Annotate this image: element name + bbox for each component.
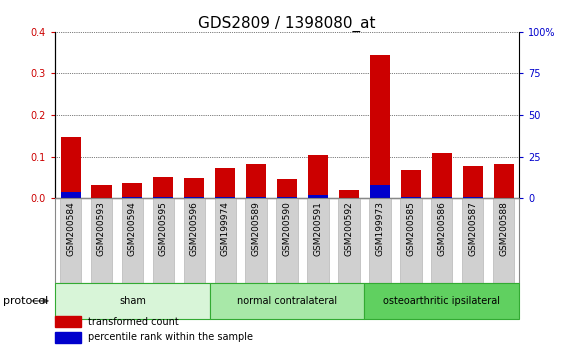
Bar — [153, 198, 174, 283]
Text: GSM200584: GSM200584 — [66, 201, 75, 256]
Text: GSM200589: GSM200589 — [252, 201, 260, 256]
Bar — [153, 177, 173, 198]
Bar — [432, 196, 452, 198]
Text: GSM200595: GSM200595 — [159, 201, 168, 256]
Bar — [122, 196, 143, 198]
Bar — [493, 198, 514, 283]
Bar — [215, 196, 235, 198]
Bar — [369, 198, 390, 283]
Bar — [92, 184, 111, 198]
Bar — [55, 332, 81, 343]
Text: GSM200585: GSM200585 — [407, 201, 415, 256]
Text: GSM199974: GSM199974 — [221, 201, 230, 256]
Bar — [307, 198, 329, 283]
Bar — [308, 195, 328, 198]
Bar — [55, 283, 210, 319]
Bar — [277, 196, 297, 198]
Text: GSM200588: GSM200588 — [499, 201, 508, 256]
Bar — [462, 198, 483, 283]
Bar — [215, 198, 236, 283]
Text: GSM200591: GSM200591 — [314, 201, 322, 256]
Bar — [463, 166, 483, 198]
Bar — [370, 185, 390, 198]
Bar — [245, 198, 267, 283]
Bar — [60, 198, 81, 283]
Text: GSM200590: GSM200590 — [282, 201, 292, 256]
Bar — [401, 196, 421, 198]
Bar — [184, 178, 204, 198]
Text: sham: sham — [119, 296, 146, 306]
Text: protocol: protocol — [3, 296, 48, 306]
Text: osteoarthritic ipsilateral: osteoarthritic ipsilateral — [383, 296, 501, 306]
Bar — [370, 55, 390, 198]
Bar — [463, 196, 483, 198]
Bar — [401, 170, 421, 198]
Bar — [122, 183, 143, 198]
Text: normal contralateral: normal contralateral — [237, 296, 337, 306]
Text: transformed count: transformed count — [88, 317, 178, 327]
Text: GSM200594: GSM200594 — [128, 201, 137, 256]
Bar — [184, 196, 204, 198]
Bar — [215, 168, 235, 198]
Bar — [339, 190, 359, 198]
Text: GSM200586: GSM200586 — [437, 201, 446, 256]
Bar — [277, 179, 297, 198]
Text: GSM200596: GSM200596 — [190, 201, 199, 256]
Bar — [55, 316, 81, 327]
Bar — [308, 155, 328, 198]
Text: GSM199973: GSM199973 — [375, 201, 385, 256]
Text: percentile rank within the sample: percentile rank within the sample — [88, 332, 252, 342]
Bar — [277, 198, 298, 283]
Bar — [338, 198, 360, 283]
Bar — [494, 164, 514, 198]
Bar — [60, 192, 81, 198]
Bar — [91, 198, 112, 283]
Bar — [364, 283, 519, 319]
Text: GSM200592: GSM200592 — [345, 201, 353, 256]
Bar — [210, 283, 364, 319]
Text: GSM200593: GSM200593 — [97, 201, 106, 256]
Bar — [184, 198, 205, 283]
Bar — [432, 153, 452, 198]
Title: GDS2809 / 1398080_at: GDS2809 / 1398080_at — [198, 16, 376, 32]
Bar — [431, 198, 452, 283]
Bar — [246, 164, 266, 198]
Bar — [60, 137, 81, 198]
Bar — [400, 198, 422, 283]
Text: GSM200587: GSM200587 — [468, 201, 477, 256]
Bar — [153, 196, 173, 198]
Bar — [122, 198, 143, 283]
Bar — [246, 196, 266, 198]
